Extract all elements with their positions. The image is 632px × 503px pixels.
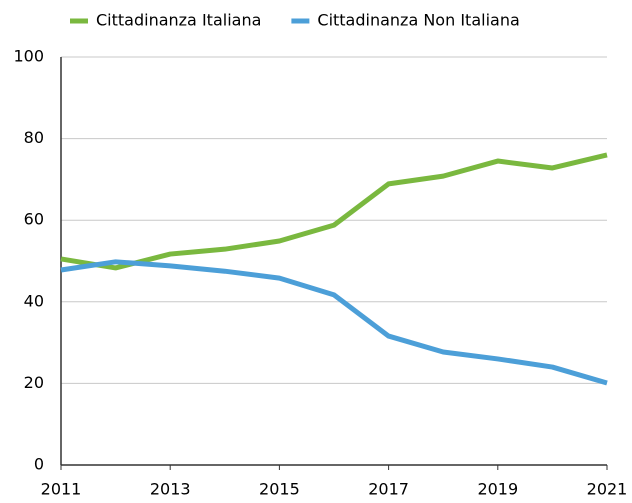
x-tick-label: 2019 (477, 480, 518, 499)
series-line (60, 259, 608, 386)
y-tick-label: 0 (34, 455, 44, 474)
y-tick-label: 60 (24, 210, 44, 229)
legend-label: Cittadinanza Italiana (96, 11, 261, 30)
x-tick-label: 2017 (368, 480, 409, 499)
series-line (60, 152, 608, 271)
y-tick-label: 40 (24, 291, 44, 310)
x-tick-label: 2021 (587, 480, 628, 499)
y-tick-label: 20 (24, 373, 44, 392)
y-tick-label: 80 (24, 128, 44, 147)
x-tick-label: 2015 (259, 480, 300, 499)
x-tick-label: 2013 (150, 480, 191, 499)
x-tick-label: 2011 (41, 480, 82, 499)
legend-label: Cittadinanza Non Italiana (317, 11, 519, 30)
y-tick-label: 100 (13, 47, 44, 66)
